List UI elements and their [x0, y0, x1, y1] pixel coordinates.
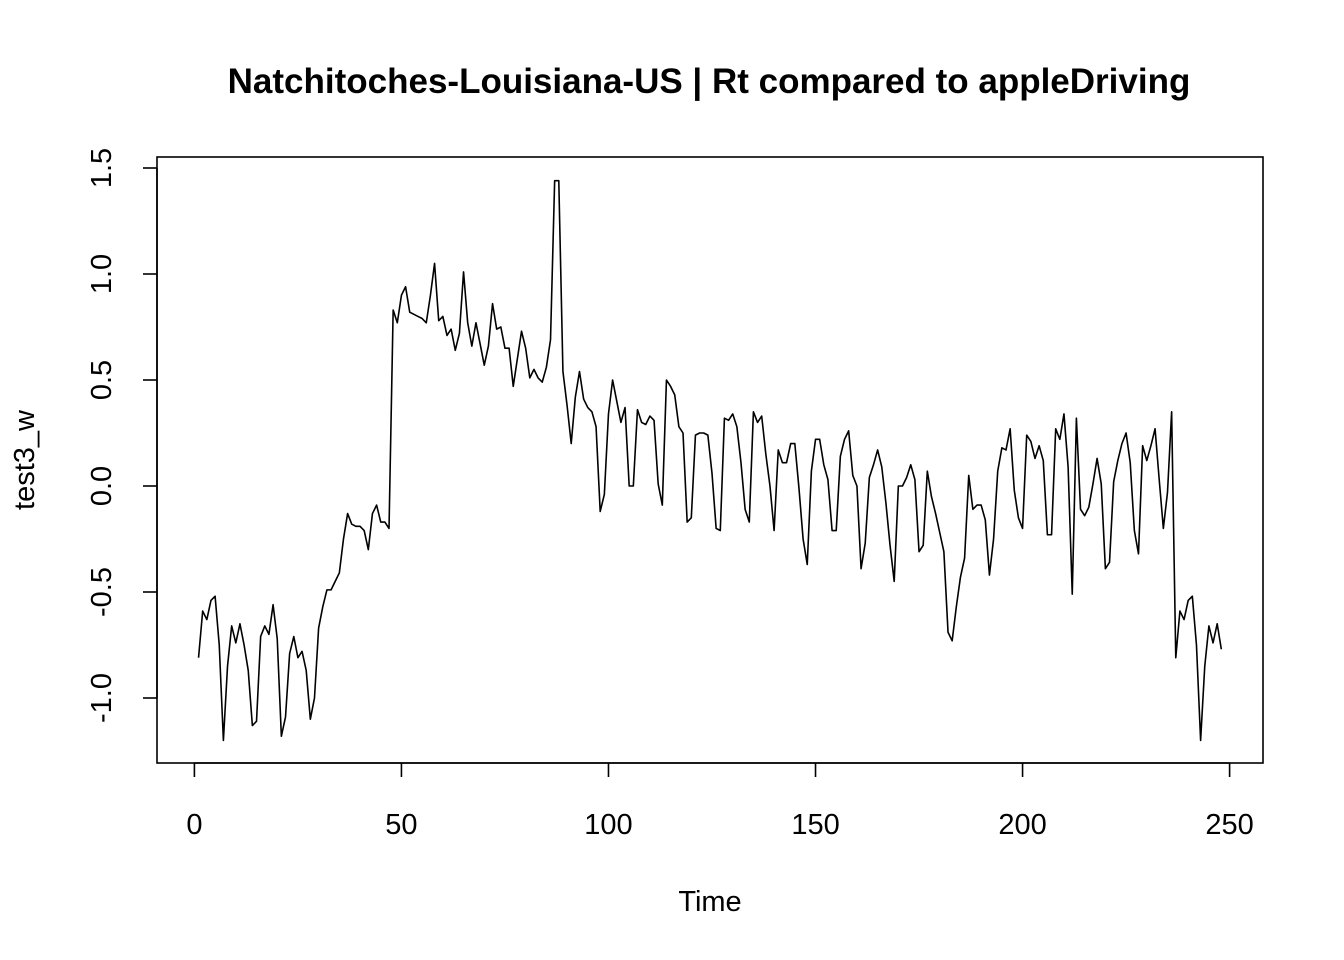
x-tick-label: 100 — [584, 809, 632, 841]
x-tick-label: 250 — [1205, 809, 1253, 841]
y-tick-label: 1.5 — [86, 148, 118, 188]
y-tick-label: -1.0 — [86, 673, 118, 723]
y-tick-label: 0.5 — [86, 360, 118, 400]
y-tick-label: 0.0 — [86, 466, 118, 506]
x-tick-label: 200 — [998, 809, 1046, 841]
x-axis: 0 50 100 150 200 250 — [186, 762, 1254, 841]
y-axis-title: test3_w — [9, 409, 41, 510]
x-axis-title: Time — [678, 886, 741, 918]
x-tick-label: 150 — [791, 809, 839, 841]
y-tick-label: 1.0 — [86, 254, 118, 294]
x-tick-label: 0 — [186, 809, 202, 841]
x-tick-label: 50 — [385, 809, 417, 841]
chart-title: Natchitoches-Louisiana-US | Rt compared … — [228, 62, 1191, 101]
y-tick-label: -0.5 — [86, 567, 118, 617]
series-line — [197, 179, 1223, 742]
y-axis: -1.0 -0.5 0.0 0.5 1.0 1.5 — [86, 148, 158, 723]
